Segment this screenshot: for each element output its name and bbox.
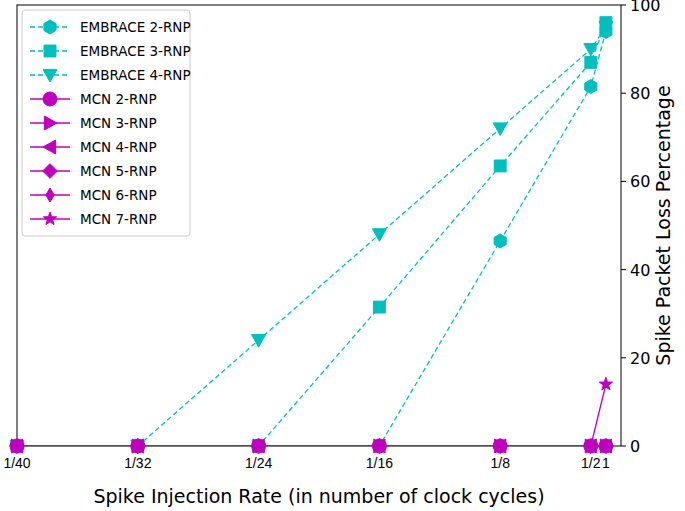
y-tick-label: 100 <box>630 0 661 15</box>
series-marker <box>599 439 614 454</box>
x-tick-label: 1/16 <box>366 455 393 471</box>
series-marker <box>493 439 508 454</box>
series-marker <box>585 56 597 68</box>
legend-label: MCN 2-RNP <box>80 91 157 107</box>
legend-marker <box>43 164 58 179</box>
series-marker <box>11 439 23 453</box>
x-axis-label: Spike Injection Rate (in number of clock… <box>93 485 544 507</box>
legend-marker <box>43 212 56 225</box>
legend-label: EMBRACE 2-RNP <box>80 19 191 35</box>
x-tick-label: 1/40 <box>3 455 30 471</box>
y-tick <box>621 446 626 447</box>
series-marker <box>373 439 385 453</box>
series-marker <box>599 377 612 390</box>
series-marker <box>130 439 145 454</box>
series-marker <box>131 439 145 453</box>
series-marker <box>251 439 266 454</box>
series-marker <box>584 439 598 453</box>
y-tick <box>621 93 626 94</box>
series-marker <box>10 439 23 452</box>
series-marker <box>372 439 386 453</box>
y-tick <box>621 5 626 6</box>
x-tick-label: 1/24 <box>245 455 272 471</box>
series-marker <box>494 234 506 248</box>
legend-marker <box>44 45 56 57</box>
y-tick-label: 40 <box>630 261 650 280</box>
legend-marker <box>46 188 54 202</box>
series-marker <box>585 80 597 94</box>
series-marker <box>583 439 598 454</box>
y-axis-label: Spike Packet Loss Percentage <box>652 85 674 365</box>
series-marker <box>373 439 386 452</box>
series-marker <box>10 439 25 454</box>
series-marker <box>373 301 385 313</box>
x-tick-label: 1/8 <box>490 455 510 471</box>
series-line <box>17 384 606 446</box>
y-tick <box>621 269 626 270</box>
series-marker <box>602 439 610 453</box>
series-marker <box>584 44 598 57</box>
series-marker <box>132 439 144 453</box>
series-marker <box>253 439 265 453</box>
series-marker <box>493 439 507 453</box>
legend-box <box>22 10 190 236</box>
legend-label: MCN 5-RNP <box>80 163 157 179</box>
chart: 1/40 1/32 1/24 1/16 1/8 1/21 0 20 40 60 80 100 Spike… <box>0 0 685 511</box>
x-tick-label: 1/32 <box>124 455 151 471</box>
y-tick <box>621 181 626 182</box>
legend-marker <box>44 20 56 34</box>
series-marker <box>584 439 597 452</box>
legend-label: MCN 3-RNP <box>80 115 157 131</box>
plot-frame <box>17 5 621 446</box>
series-marker <box>372 439 387 454</box>
legend-label: MCN 7-RNP <box>80 211 157 227</box>
series-marker <box>252 335 266 348</box>
y-tick-label: 80 <box>630 84 650 103</box>
x-tick-label: 1/2 <box>581 455 601 471</box>
y-tick-label: 20 <box>630 349 650 368</box>
series-marker <box>372 229 386 242</box>
series-marker <box>494 439 507 452</box>
series-marker <box>599 439 613 453</box>
series-marker <box>599 21 613 34</box>
series-marker <box>10 439 24 453</box>
legend-marker <box>44 116 57 130</box>
series-line <box>17 31 606 446</box>
series-marker <box>252 439 266 453</box>
legend-marker <box>43 69 57 82</box>
series-marker <box>252 439 265 452</box>
legend-marker <box>43 140 56 154</box>
legend-label: MCN 6-RNP <box>80 187 157 203</box>
series-marker <box>494 160 506 172</box>
legend-label: MCN 4-RNP <box>80 139 157 155</box>
y-tick-label: 60 <box>630 172 650 191</box>
x-tick-label: 1 <box>602 455 610 471</box>
y-tick <box>621 357 626 358</box>
series-marker <box>131 439 144 452</box>
legend-label: EMBRACE 3-RNP <box>80 43 191 59</box>
legend-marker <box>43 92 57 106</box>
legend-label: EMBRACE 4-RNP <box>80 67 191 83</box>
y-tick-label: 0 <box>630 437 640 456</box>
legend: EMBRACE 2-RNP EMBRACE 3-RNP EMBRACE 4-RNP M… <box>22 10 191 236</box>
series-marker <box>493 123 507 136</box>
